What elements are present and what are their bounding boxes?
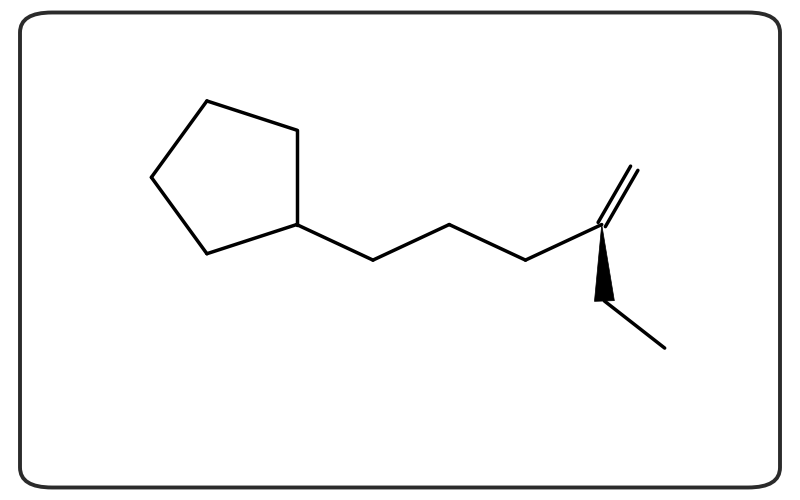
Polygon shape: [594, 224, 614, 302]
